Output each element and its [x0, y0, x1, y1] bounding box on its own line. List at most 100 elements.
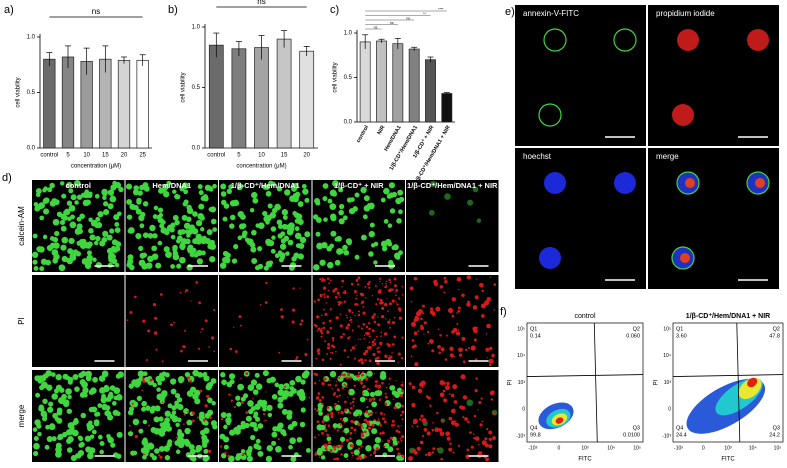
- cell: [201, 438, 208, 445]
- cell: [84, 189, 89, 194]
- cell: [360, 434, 365, 438]
- cell: [82, 387, 89, 394]
- cell: [451, 393, 455, 398]
- cell: [410, 355, 413, 358]
- cell: [339, 324, 343, 328]
- cell: [157, 380, 162, 386]
- cell: [423, 428, 428, 432]
- cell: [127, 431, 134, 437]
- cell: [467, 420, 470, 424]
- cell: [85, 446, 92, 453]
- cell: [476, 218, 482, 223]
- cell: [544, 172, 566, 194]
- y-tick-label: 1.0: [27, 35, 36, 41]
- cell: [315, 231, 321, 237]
- cell: [39, 384, 45, 391]
- cell: [440, 347, 445, 352]
- cell: [59, 219, 66, 226]
- cell: [383, 187, 390, 195]
- cell: [397, 452, 401, 456]
- cell: [175, 436, 178, 439]
- cell: [332, 182, 337, 187]
- cell: [245, 411, 249, 414]
- cell: [155, 262, 162, 269]
- column-header: 1/β-CD⁺/Hem/DNA1 + NIR: [407, 181, 498, 190]
- cell: [97, 403, 103, 408]
- cell: [355, 439, 363, 446]
- cell: [54, 388, 60, 394]
- cell: [289, 379, 296, 386]
- cell: [145, 358, 148, 361]
- significance-label: ns: [390, 21, 394, 25]
- cell: [421, 434, 425, 437]
- cell: [378, 389, 381, 392]
- y-tick-label: 10⁵: [663, 326, 671, 332]
- cell: [209, 256, 216, 263]
- x-tick-label: NIR: [377, 125, 387, 136]
- cell: [318, 411, 323, 416]
- cell: [426, 330, 430, 334]
- cell: [320, 455, 326, 460]
- cell: [368, 376, 370, 379]
- cell: [329, 279, 332, 282]
- cell: [371, 428, 378, 435]
- cell: [329, 383, 332, 387]
- cell: [172, 440, 174, 443]
- cell: [393, 316, 396, 319]
- cell: [109, 385, 116, 391]
- cell: [376, 420, 380, 423]
- cell: [388, 182, 396, 189]
- cell: [327, 289, 330, 292]
- cell: [341, 441, 344, 444]
- cell: [280, 231, 286, 237]
- cell: [70, 455, 77, 462]
- cell: [252, 389, 259, 395]
- cell: [77, 449, 85, 457]
- cell: [443, 398, 448, 403]
- cell: [138, 214, 145, 222]
- cell: [452, 315, 454, 318]
- cell: [279, 252, 286, 259]
- micrograph: [219, 370, 312, 462]
- cell: [175, 449, 181, 455]
- cell: [241, 223, 247, 229]
- cell: [363, 430, 367, 434]
- cell: [163, 445, 170, 452]
- x-tick-label: 25: [139, 153, 146, 159]
- cell: [141, 252, 148, 258]
- cell: [186, 204, 192, 211]
- cell: [332, 345, 336, 349]
- cell: [324, 447, 328, 451]
- cell: [389, 281, 392, 284]
- y-tick-label: 0.5: [192, 85, 201, 91]
- cell: [375, 412, 377, 414]
- cell: [481, 289, 485, 293]
- cell: [195, 251, 201, 256]
- cell: [62, 373, 69, 380]
- cell: [228, 184, 234, 190]
- cell: [95, 235, 101, 242]
- cell: [237, 235, 243, 241]
- cell: [357, 371, 361, 375]
- cell: [473, 437, 476, 440]
- cell: [304, 231, 311, 238]
- cell: [132, 418, 140, 426]
- cell: [326, 436, 332, 442]
- cell: [348, 390, 350, 393]
- cell: [326, 352, 329, 355]
- cell: [196, 416, 199, 419]
- cell: [464, 417, 468, 421]
- cell: [319, 278, 322, 281]
- cell: [105, 405, 111, 411]
- cell: [440, 418, 444, 422]
- cell: [384, 354, 387, 357]
- cell: [317, 352, 321, 355]
- cell: [376, 350, 380, 354]
- cell: [267, 203, 273, 209]
- cell: [384, 395, 388, 399]
- cell: [166, 426, 173, 432]
- cell: [455, 420, 457, 422]
- cell: [203, 375, 210, 382]
- cell: [53, 199, 60, 206]
- cell: [331, 387, 333, 390]
